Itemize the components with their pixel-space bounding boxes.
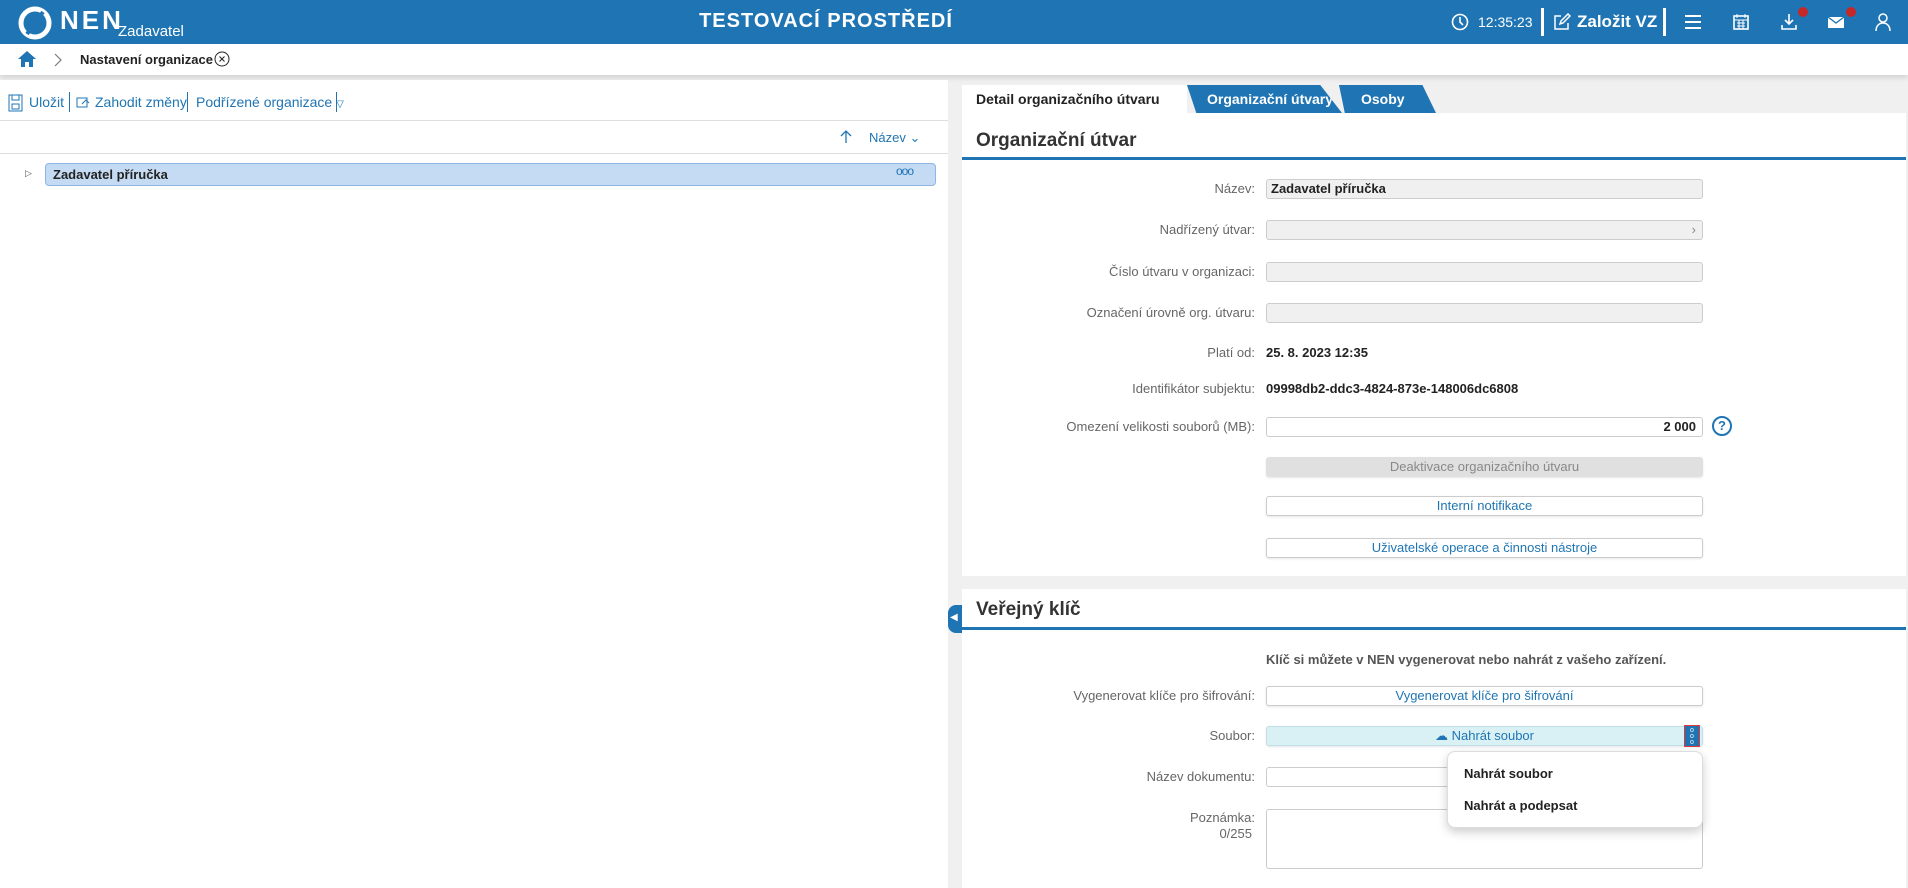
name-field[interactable]: Zadavatel příručka: [1266, 179, 1703, 199]
file-label: Soubor:: [1209, 728, 1255, 743]
divider: [187, 92, 188, 112]
menu-icon[interactable]: [1683, 12, 1703, 32]
user-operations-button[interactable]: Uživatelské operace a činnosti nástroje: [1266, 538, 1703, 558]
note-label-text: Poznámka:: [1189, 810, 1255, 825]
save-button[interactable]: Uložit: [29, 94, 65, 110]
sort-row: Název ⌄: [0, 120, 948, 154]
document-name-label: Název dokumentu:: [1146, 769, 1255, 784]
divider: [1541, 8, 1544, 36]
create-vz-label: Založit VZ: [1577, 12, 1658, 31]
sort-field-label: Název: [869, 130, 906, 145]
generate-keys-button[interactable]: Vygenerovat klíče pro šifrování: [1266, 686, 1703, 706]
deactivate-button[interactable]: Deaktivace organizačního útvaru: [1266, 457, 1703, 477]
internal-notifications-button[interactable]: Interní notifikace: [1266, 496, 1703, 516]
menu-item-upload-file[interactable]: Nahrát soubor: [1464, 766, 1553, 781]
clock-time: 12:35:23: [1478, 14, 1533, 30]
parent-unit-field[interactable]: ›: [1266, 220, 1703, 240]
undo-icon: [76, 97, 90, 108]
valid-from-value: 25. 8. 2023 12:35: [1266, 345, 1368, 360]
help-icon[interactable]: ?: [1712, 416, 1732, 436]
level-label: Označení úrovně org. útvaru:: [1086, 305, 1255, 320]
calendar-icon[interactable]: [1731, 12, 1751, 32]
upload-file-label: Nahrát soubor: [1451, 728, 1534, 743]
divider: [1663, 8, 1666, 36]
public-key-panel: Veřejný klíč Klíč si můžete v NEN vygene…: [962, 589, 1906, 888]
divider: [69, 92, 70, 112]
cloud-upload-icon: ☁: [1434, 728, 1448, 743]
breadcrumb-current[interactable]: Nastavení organizace: [80, 52, 213, 67]
triangle-left-icon: ◀: [950, 612, 958, 623]
section-title: Veřejný klíč: [976, 599, 1081, 620]
note-label: Poznámka: 0/255: [1190, 810, 1255, 842]
name-label: Název:: [1214, 181, 1255, 196]
expand-icon[interactable]: ▷: [25, 168, 32, 178]
tree-item[interactable]: Zadavatel příručka ooo: [45, 163, 936, 186]
logo-text: NEN: [60, 5, 124, 35]
chevron-down-icon: ⌄: [909, 130, 921, 145]
tab-org-units[interactable]: Organizační útvary: [1187, 85, 1342, 113]
sub-organizations-label: Podřízené organizace: [196, 94, 333, 110]
save-icon: [8, 94, 23, 112]
breadcrumb: Nastavení organizace: [0, 44, 1908, 75]
tab-detail[interactable]: Detail organizačního útvaru: [962, 85, 1187, 113]
level-field[interactable]: [1266, 303, 1703, 323]
divider: [962, 157, 1906, 160]
tree-panel: Uložit Zahodit změny Podřízené organizac…: [0, 80, 948, 888]
file-limit-label: Omezení velikosti souborů (MB):: [1066, 419, 1255, 434]
environment-title: TESTOVACÍ PROSTŘEDÍ: [699, 10, 953, 32]
valid-from-label: Platí od:: [1207, 345, 1255, 360]
user-icon[interactable]: [1873, 12, 1893, 32]
upload-options-menu: Nahrát soubor Nahrát a podepsat: [1447, 751, 1703, 828]
sort-field-dropdown[interactable]: Název ⌄: [869, 130, 920, 146]
org-unit-panel: Organizační útvar Název: Zadavatel příru…: [962, 113, 1906, 576]
home-icon[interactable]: [17, 50, 37, 68]
file-limit-field[interactable]: 2 000: [1266, 417, 1703, 437]
more-options-icon[interactable]: ooo: [895, 164, 914, 178]
chevron-right-icon: [54, 53, 62, 67]
note-char-count: 0/255: [1219, 826, 1252, 841]
edit-icon: [1554, 13, 1571, 30]
sort-ascending-icon[interactable]: [840, 130, 852, 144]
parent-unit-label: Nadřízený útvar:: [1159, 222, 1255, 237]
upload-file-button[interactable]: ☁ Nahrát soubor: [1266, 726, 1703, 746]
sub-organizations-dropdown[interactable]: Podřízené organizace ▽: [196, 94, 344, 110]
app-header: NEN Zadavatel TESTOVACÍ PROSTŘEDÍ 12:35:…: [0, 0, 1908, 44]
role-label: Zadavatel: [118, 23, 184, 40]
create-vz-button[interactable]: Založit VZ: [1553, 0, 1657, 44]
download-icon[interactable]: [1779, 12, 1799, 32]
triangle-down-icon: ▽: [336, 99, 344, 110]
close-icon[interactable]: [214, 51, 230, 67]
divider: [962, 627, 1906, 630]
subject-id-value: 09998db2-ddc3-4824-873e-148006dc6808: [1266, 381, 1519, 396]
collapse-panel-button[interactable]: ◀: [948, 605, 962, 633]
download-badge: [1798, 7, 1808, 17]
mail-icon[interactable]: [1826, 12, 1846, 32]
discard-changes-button[interactable]: Zahodit změny: [95, 94, 187, 110]
unit-number-field[interactable]: [1266, 262, 1703, 282]
tree-item-label: Zadavatel příručka: [53, 167, 168, 182]
nen-logo-icon[interactable]: [18, 6, 52, 40]
tab-persons[interactable]: Osoby: [1339, 85, 1436, 113]
generate-keys-label: Vygenerovat klíče pro šifrování:: [1073, 688, 1255, 703]
chevron-right-icon: ›: [1691, 222, 1696, 237]
clock-icon: [1451, 13, 1469, 31]
divider: [336, 92, 337, 112]
menu-item-upload-and-sign[interactable]: Nahrát a podepsat: [1464, 798, 1578, 813]
section-title: Organizační útvar: [976, 130, 1137, 151]
mail-badge: [1846, 7, 1856, 17]
unit-number-label: Číslo útvaru v organizaci:: [1109, 264, 1255, 279]
key-info-text: Klíč si můžete v NEN vygenerovat nebo na…: [1266, 652, 1667, 667]
subject-id-label: Identifikátor subjektu:: [1132, 381, 1255, 396]
